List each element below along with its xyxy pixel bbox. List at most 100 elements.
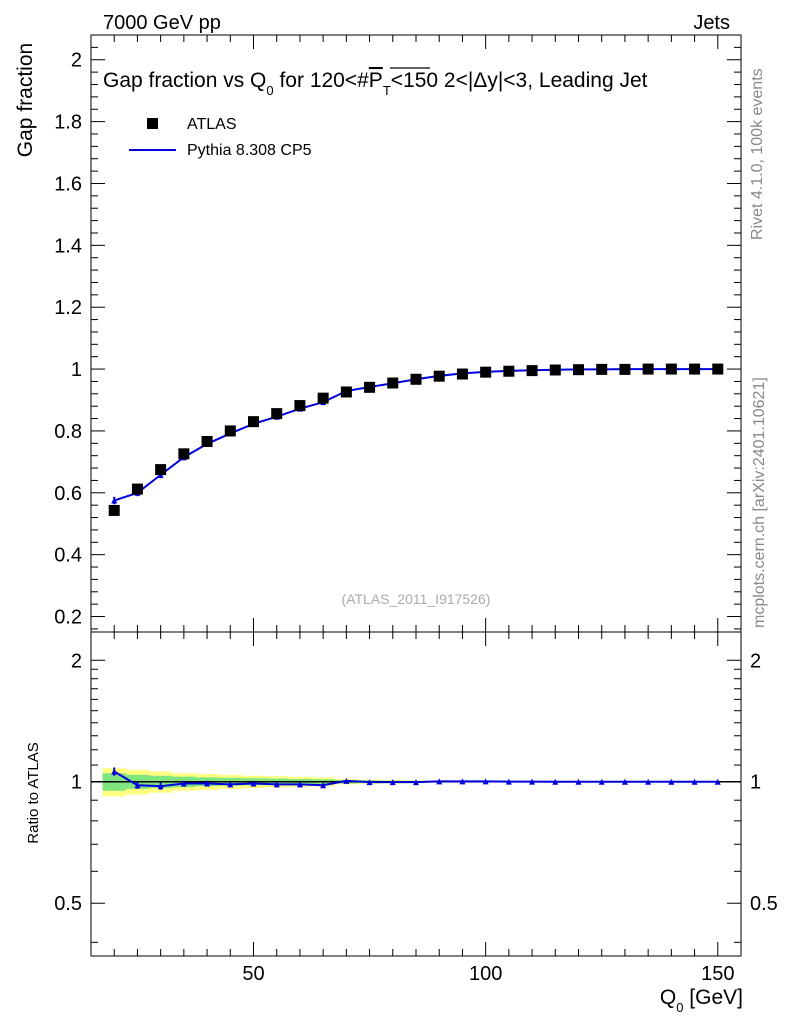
main-y-ticks: 0.2 0.4 0.6 0.8 1 1.2 1.4 1.6 1.8 2 xyxy=(54,46,741,630)
ratio-point xyxy=(250,780,257,787)
ratio-point xyxy=(389,779,396,786)
legend-atlas-marker xyxy=(147,118,158,129)
legend-pythia-label: Pythia 8.308 CP5 xyxy=(187,142,312,159)
ratio-point xyxy=(134,782,141,789)
xlabel-sub: 0 xyxy=(676,1000,683,1015)
ratio-ytick-label: 0.5 xyxy=(54,893,82,915)
atlas-point xyxy=(317,392,329,404)
title-part-c: <150 2<|Δy|<3, Leading Jet xyxy=(391,69,648,92)
ratio-point xyxy=(204,780,211,787)
main-ytick-label: 2 xyxy=(71,50,82,72)
main-ytick-label: 0.8 xyxy=(54,421,82,443)
main-ytick-label: 1.8 xyxy=(54,112,82,134)
ratio-ytick-label-right: 1 xyxy=(750,772,761,794)
chart-title: Gap fraction vs Q0 for 120<#PT<150 2<|Δy… xyxy=(103,69,648,98)
atlas-point xyxy=(294,400,306,412)
ratio-ytick-label: 2 xyxy=(71,650,82,672)
atlas-point xyxy=(224,425,236,437)
atlas-point xyxy=(526,365,538,377)
atlas-point xyxy=(131,483,143,495)
atlas-point xyxy=(340,386,352,398)
ratio-point xyxy=(157,783,164,790)
atlas-point xyxy=(456,368,468,380)
ratio-x-ticks: 50 100 150 xyxy=(113,632,734,985)
legend-atlas-label: ATLAS xyxy=(187,116,237,133)
main-ytick-label: 1.6 xyxy=(54,173,82,195)
ratio-point xyxy=(714,778,721,785)
atlas-point xyxy=(364,381,376,393)
ratio-point xyxy=(343,777,350,784)
header-left: 7000 GeV pp xyxy=(103,12,221,34)
main-ytick-label: 1.2 xyxy=(54,297,82,319)
analysis-tag: (ATLAS_2011_I917526) xyxy=(342,591,491,607)
ratio-point xyxy=(645,778,652,785)
ratio-point xyxy=(296,781,303,788)
ratio-y-label: Ratio to ATLAS xyxy=(25,742,42,843)
title-sub-t: T xyxy=(383,83,391,98)
ratio-point xyxy=(482,778,489,785)
main-panel: 0.2 0.4 0.6 0.8 1 1.2 1.4 1.6 1.8 2 Gap fraction … xyxy=(14,34,742,633)
ratio-point xyxy=(598,778,605,785)
main-marks xyxy=(108,363,724,516)
x-tick-label: 100 xyxy=(469,963,502,985)
ratio-point xyxy=(505,778,512,785)
ratio-frame xyxy=(90,631,742,957)
title-pt: P xyxy=(369,69,383,92)
ratio-point xyxy=(575,778,582,785)
xlabel-q: Q xyxy=(660,986,676,1009)
ratio-y-ticks: 0.5 0.5 1 1 2 2 xyxy=(54,650,778,943)
pythia-line xyxy=(113,368,718,502)
main-ytick-label: 0.2 xyxy=(54,607,82,629)
main-ytick-label: 0.4 xyxy=(54,545,82,567)
rivet-label: Rivet 4.1.0, 100k events xyxy=(749,68,766,240)
atlas-point xyxy=(642,363,654,375)
atlas-point xyxy=(689,363,701,375)
atlas-point xyxy=(619,363,631,375)
atlas-point xyxy=(665,363,677,375)
ratio-point xyxy=(227,781,234,788)
ratio-point xyxy=(529,778,536,785)
main-y-label: Gap fraction xyxy=(14,43,37,157)
ratio-point xyxy=(459,778,466,785)
title-part-b: for 120<# xyxy=(274,69,369,92)
atlas-point xyxy=(480,366,492,378)
ratio-ytick-label-right: 0.5 xyxy=(750,893,778,915)
ratio-ytick-label: 1 xyxy=(71,772,82,794)
main-x-ticks xyxy=(113,35,719,632)
x-tick-label: 150 xyxy=(701,963,734,985)
title-part-a: Gap fraction vs Q xyxy=(103,69,266,92)
main-ytick-label: 0.6 xyxy=(54,483,82,505)
atlas-point xyxy=(712,363,724,375)
atlas-point xyxy=(573,364,584,376)
atlas-point xyxy=(433,370,445,382)
pythia-point xyxy=(111,497,118,504)
atlas-point xyxy=(410,373,422,385)
ratio-point xyxy=(111,768,118,775)
main-ytick-label: 1 xyxy=(71,359,82,381)
ratio-point xyxy=(691,778,698,785)
title-sub-q: 0 xyxy=(266,83,273,98)
ratio-point xyxy=(552,778,559,785)
ratio-point xyxy=(180,780,187,787)
atlas-point xyxy=(201,435,213,447)
ratio-marks xyxy=(111,767,721,790)
main-ytick-label: 1.4 xyxy=(54,235,82,257)
atlas-point xyxy=(178,448,190,460)
ratio-ytick-label-right: 2 xyxy=(750,650,761,672)
atlas-point xyxy=(248,416,259,428)
x-tick-label: 50 xyxy=(242,963,264,985)
x-axis-label: Q0 [GeV] xyxy=(660,986,743,1015)
atlas-point xyxy=(503,365,515,377)
atlas-point xyxy=(108,504,120,516)
ratio-point xyxy=(320,782,327,789)
ratio-point xyxy=(413,779,419,786)
header-right: Jets xyxy=(693,12,730,34)
xlabel-unit: [GeV] xyxy=(683,986,743,1009)
legend: ATLAS Pythia 8.308 CP5 xyxy=(129,116,312,159)
ratio-point xyxy=(273,781,280,788)
ratio-panel: 0.5 0.5 1 1 2 2 50 100 150 Ratio to ATLAS Q0 [G… xyxy=(25,631,778,1015)
ratio-point xyxy=(366,779,373,786)
atlas-point xyxy=(271,408,283,420)
atlas-point xyxy=(549,364,561,376)
